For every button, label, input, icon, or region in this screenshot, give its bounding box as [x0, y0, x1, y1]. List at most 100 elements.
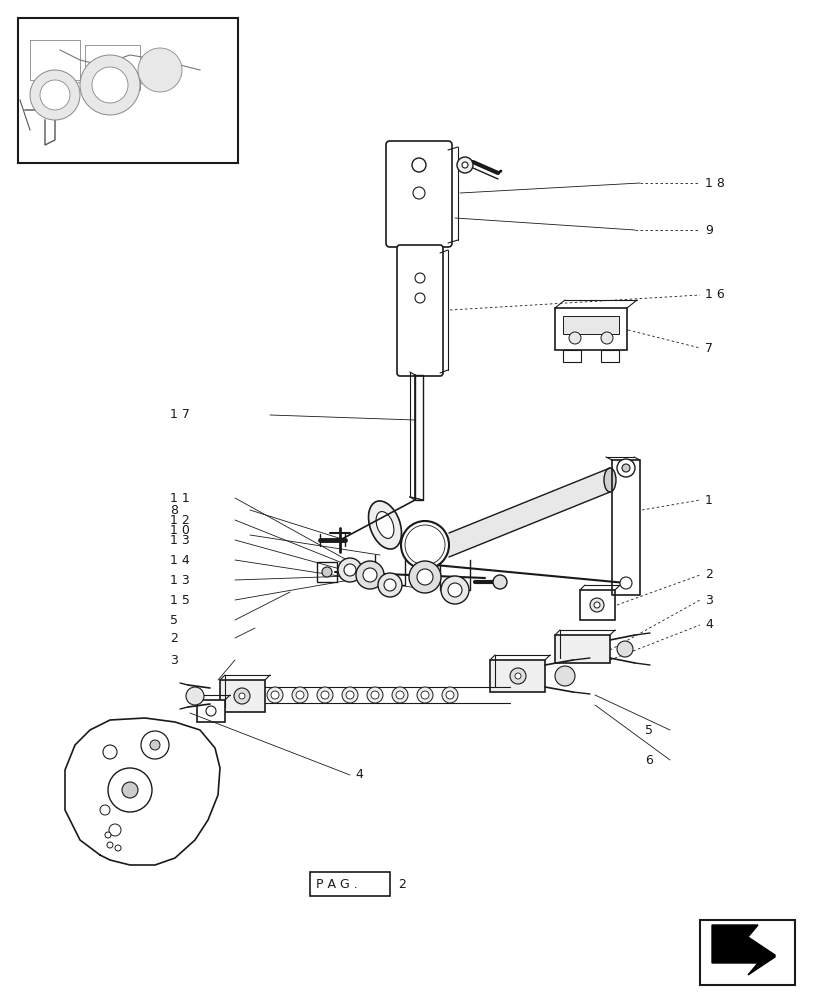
Text: 1 6: 1 6	[704, 288, 724, 302]
Circle shape	[266, 687, 283, 703]
Ellipse shape	[603, 468, 615, 492]
Text: 1 8: 1 8	[704, 177, 724, 190]
Circle shape	[103, 745, 117, 759]
Circle shape	[366, 687, 383, 703]
Text: 1 0: 1 0	[170, 524, 189, 536]
Circle shape	[447, 583, 461, 597]
Circle shape	[400, 521, 448, 569]
Text: 7: 7	[704, 342, 712, 355]
Circle shape	[413, 533, 437, 557]
Text: 1 4: 1 4	[170, 554, 189, 566]
Text: 2: 2	[704, 568, 712, 582]
Circle shape	[80, 55, 140, 115]
Bar	[579, 590, 614, 620]
Text: 1 1: 1 1	[170, 491, 189, 504]
Circle shape	[150, 740, 160, 750]
Polygon shape	[448, 468, 609, 557]
Bar	[554, 635, 609, 663]
Circle shape	[419, 540, 429, 550]
Circle shape	[420, 691, 428, 699]
Text: 4: 4	[355, 768, 362, 781]
Bar	[317, 562, 337, 582]
Circle shape	[321, 691, 328, 699]
Circle shape	[108, 768, 152, 812]
Circle shape	[616, 641, 632, 657]
Bar	[554, 308, 626, 350]
Circle shape	[122, 782, 138, 798]
Circle shape	[442, 687, 457, 703]
Circle shape	[568, 332, 581, 344]
Bar	[220, 680, 265, 712]
Circle shape	[234, 688, 250, 704]
Circle shape	[378, 573, 402, 597]
Text: 2: 2	[398, 878, 405, 891]
Text: 1: 1	[704, 493, 712, 506]
Text: 4: 4	[704, 618, 712, 632]
Circle shape	[115, 845, 121, 851]
Circle shape	[30, 70, 80, 120]
Text: P A G .: P A G .	[316, 878, 357, 891]
Circle shape	[514, 673, 520, 679]
Text: 1 3: 1 3	[170, 574, 189, 586]
Circle shape	[138, 48, 182, 92]
Circle shape	[370, 691, 379, 699]
Text: 6: 6	[644, 754, 652, 766]
FancyBboxPatch shape	[396, 245, 442, 376]
Circle shape	[384, 579, 395, 591]
Circle shape	[40, 80, 70, 110]
Circle shape	[417, 569, 433, 585]
Circle shape	[295, 691, 304, 699]
Circle shape	[600, 332, 612, 344]
Circle shape	[317, 687, 332, 703]
Circle shape	[239, 693, 245, 699]
Circle shape	[619, 577, 631, 589]
Circle shape	[395, 691, 404, 699]
Circle shape	[457, 157, 472, 173]
Circle shape	[100, 805, 110, 815]
Circle shape	[186, 687, 203, 705]
Circle shape	[362, 568, 376, 582]
Circle shape	[337, 558, 361, 582]
Circle shape	[391, 687, 408, 703]
Bar	[197, 700, 225, 722]
Circle shape	[441, 576, 468, 604]
Text: 1 3: 1 3	[170, 534, 189, 546]
Bar	[18, 18, 237, 163]
Bar	[600, 350, 619, 362]
Circle shape	[107, 842, 112, 848]
Bar	[699, 920, 794, 985]
Circle shape	[141, 731, 169, 759]
Circle shape	[446, 691, 453, 699]
Ellipse shape	[368, 501, 401, 549]
Text: 1 7: 1 7	[170, 408, 189, 422]
Circle shape	[593, 602, 600, 608]
Circle shape	[343, 564, 356, 576]
Circle shape	[492, 575, 506, 589]
Text: 1 2: 1 2	[170, 514, 189, 526]
Circle shape	[509, 668, 525, 684]
Text: 2: 2	[170, 632, 178, 645]
Text: 3: 3	[170, 654, 178, 666]
Circle shape	[270, 691, 279, 699]
Circle shape	[322, 567, 332, 577]
Circle shape	[356, 561, 384, 589]
Circle shape	[461, 162, 467, 168]
Circle shape	[346, 691, 354, 699]
Bar	[309, 872, 390, 896]
Polygon shape	[711, 925, 774, 975]
Circle shape	[206, 706, 216, 716]
Circle shape	[414, 293, 424, 303]
Text: 5: 5	[170, 613, 178, 626]
Circle shape	[616, 459, 634, 477]
Circle shape	[92, 67, 128, 103]
Circle shape	[413, 187, 424, 199]
Circle shape	[590, 598, 603, 612]
Bar	[562, 316, 619, 334]
Circle shape	[621, 464, 629, 472]
Ellipse shape	[375, 512, 394, 538]
Circle shape	[109, 824, 121, 836]
Circle shape	[409, 561, 441, 593]
Circle shape	[412, 158, 425, 172]
Circle shape	[404, 525, 444, 565]
Circle shape	[342, 687, 357, 703]
